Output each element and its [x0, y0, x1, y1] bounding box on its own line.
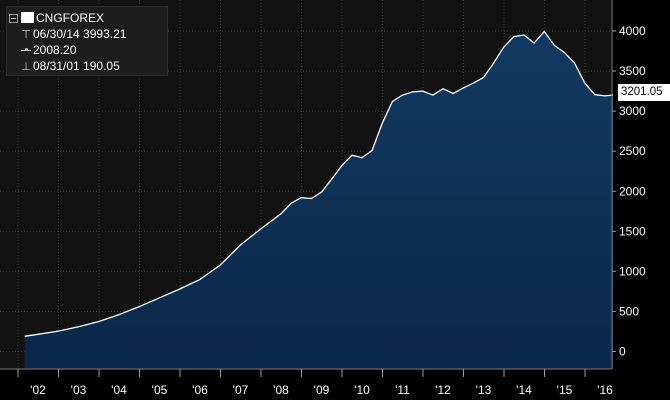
x-tick-label: '04: [111, 383, 127, 397]
collapse-icon[interactable]: [9, 14, 18, 23]
y-tick-label: 1500: [619, 224, 646, 238]
legend-series-row: CNGFOREX: [7, 11, 104, 25]
x-axis: '02 '03 '04 '05 '06 '07 '08 '09 '10 '11 '12 '13 '14 '…: [17, 369, 613, 397]
x-tick-label: '15: [557, 383, 573, 397]
legend-high-label: 06/30/14 3993.21: [33, 27, 127, 41]
x-tick-label: '12: [435, 383, 451, 397]
series-area: [24, 31, 614, 369]
x-tick-label: '10: [354, 383, 370, 397]
x-tick-label: '03: [71, 383, 87, 397]
legend-last-row: 2008.20: [19, 43, 76, 57]
x-tick-label: '13: [476, 383, 492, 397]
low-marker-icon: ⊥: [21, 61, 31, 73]
x-tick-label: '06: [192, 383, 208, 397]
y-axis: 0 500 1000 1500 2000 2500 3000 3500 4000: [612, 24, 646, 359]
y-tick-label: 2000: [619, 184, 646, 198]
x-tick-label: '02: [30, 383, 46, 397]
last-value-tag: 3201.05: [618, 84, 670, 101]
x-tick-label: '05: [152, 383, 168, 397]
y-tick-label: 2500: [619, 144, 646, 158]
y-tick-label: 500: [619, 304, 639, 318]
x-tick-label: '09: [314, 383, 330, 397]
y-tick-label: 3500: [619, 64, 646, 78]
y-tick-label: 1000: [619, 264, 646, 278]
legend-last-label: 2008.20: [33, 43, 77, 57]
y-tick-label: 4000: [619, 24, 646, 38]
x-tick-label: '07: [233, 383, 249, 397]
legend-low-label: 08/31/01 190.05: [33, 59, 120, 73]
legend-series-name: CNGFOREX: [36, 11, 105, 25]
x-tick-label: '11: [395, 383, 410, 397]
series-swatch: [21, 12, 34, 23]
x-tick-label: '16: [597, 383, 613, 397]
legend-high-row: ⊤ 06/30/14 3993.21: [19, 27, 126, 41]
high-marker-icon: ⊤: [21, 29, 31, 41]
average-line-icon: [19, 45, 33, 55]
x-tick-label: '14: [516, 383, 532, 397]
x-tick-label: '08: [273, 383, 289, 397]
y-tick-label: 3000: [619, 104, 646, 118]
y-tick-label: 0: [619, 345, 626, 359]
legend: CNGFOREX ⊤ 06/30/14 3993.21 2008.20 ⊥ 08/3…: [6, 6, 168, 76]
series-line: [24, 30, 614, 337]
legend-low-row: ⊥ 08/31/01 190.05: [19, 59, 120, 73]
